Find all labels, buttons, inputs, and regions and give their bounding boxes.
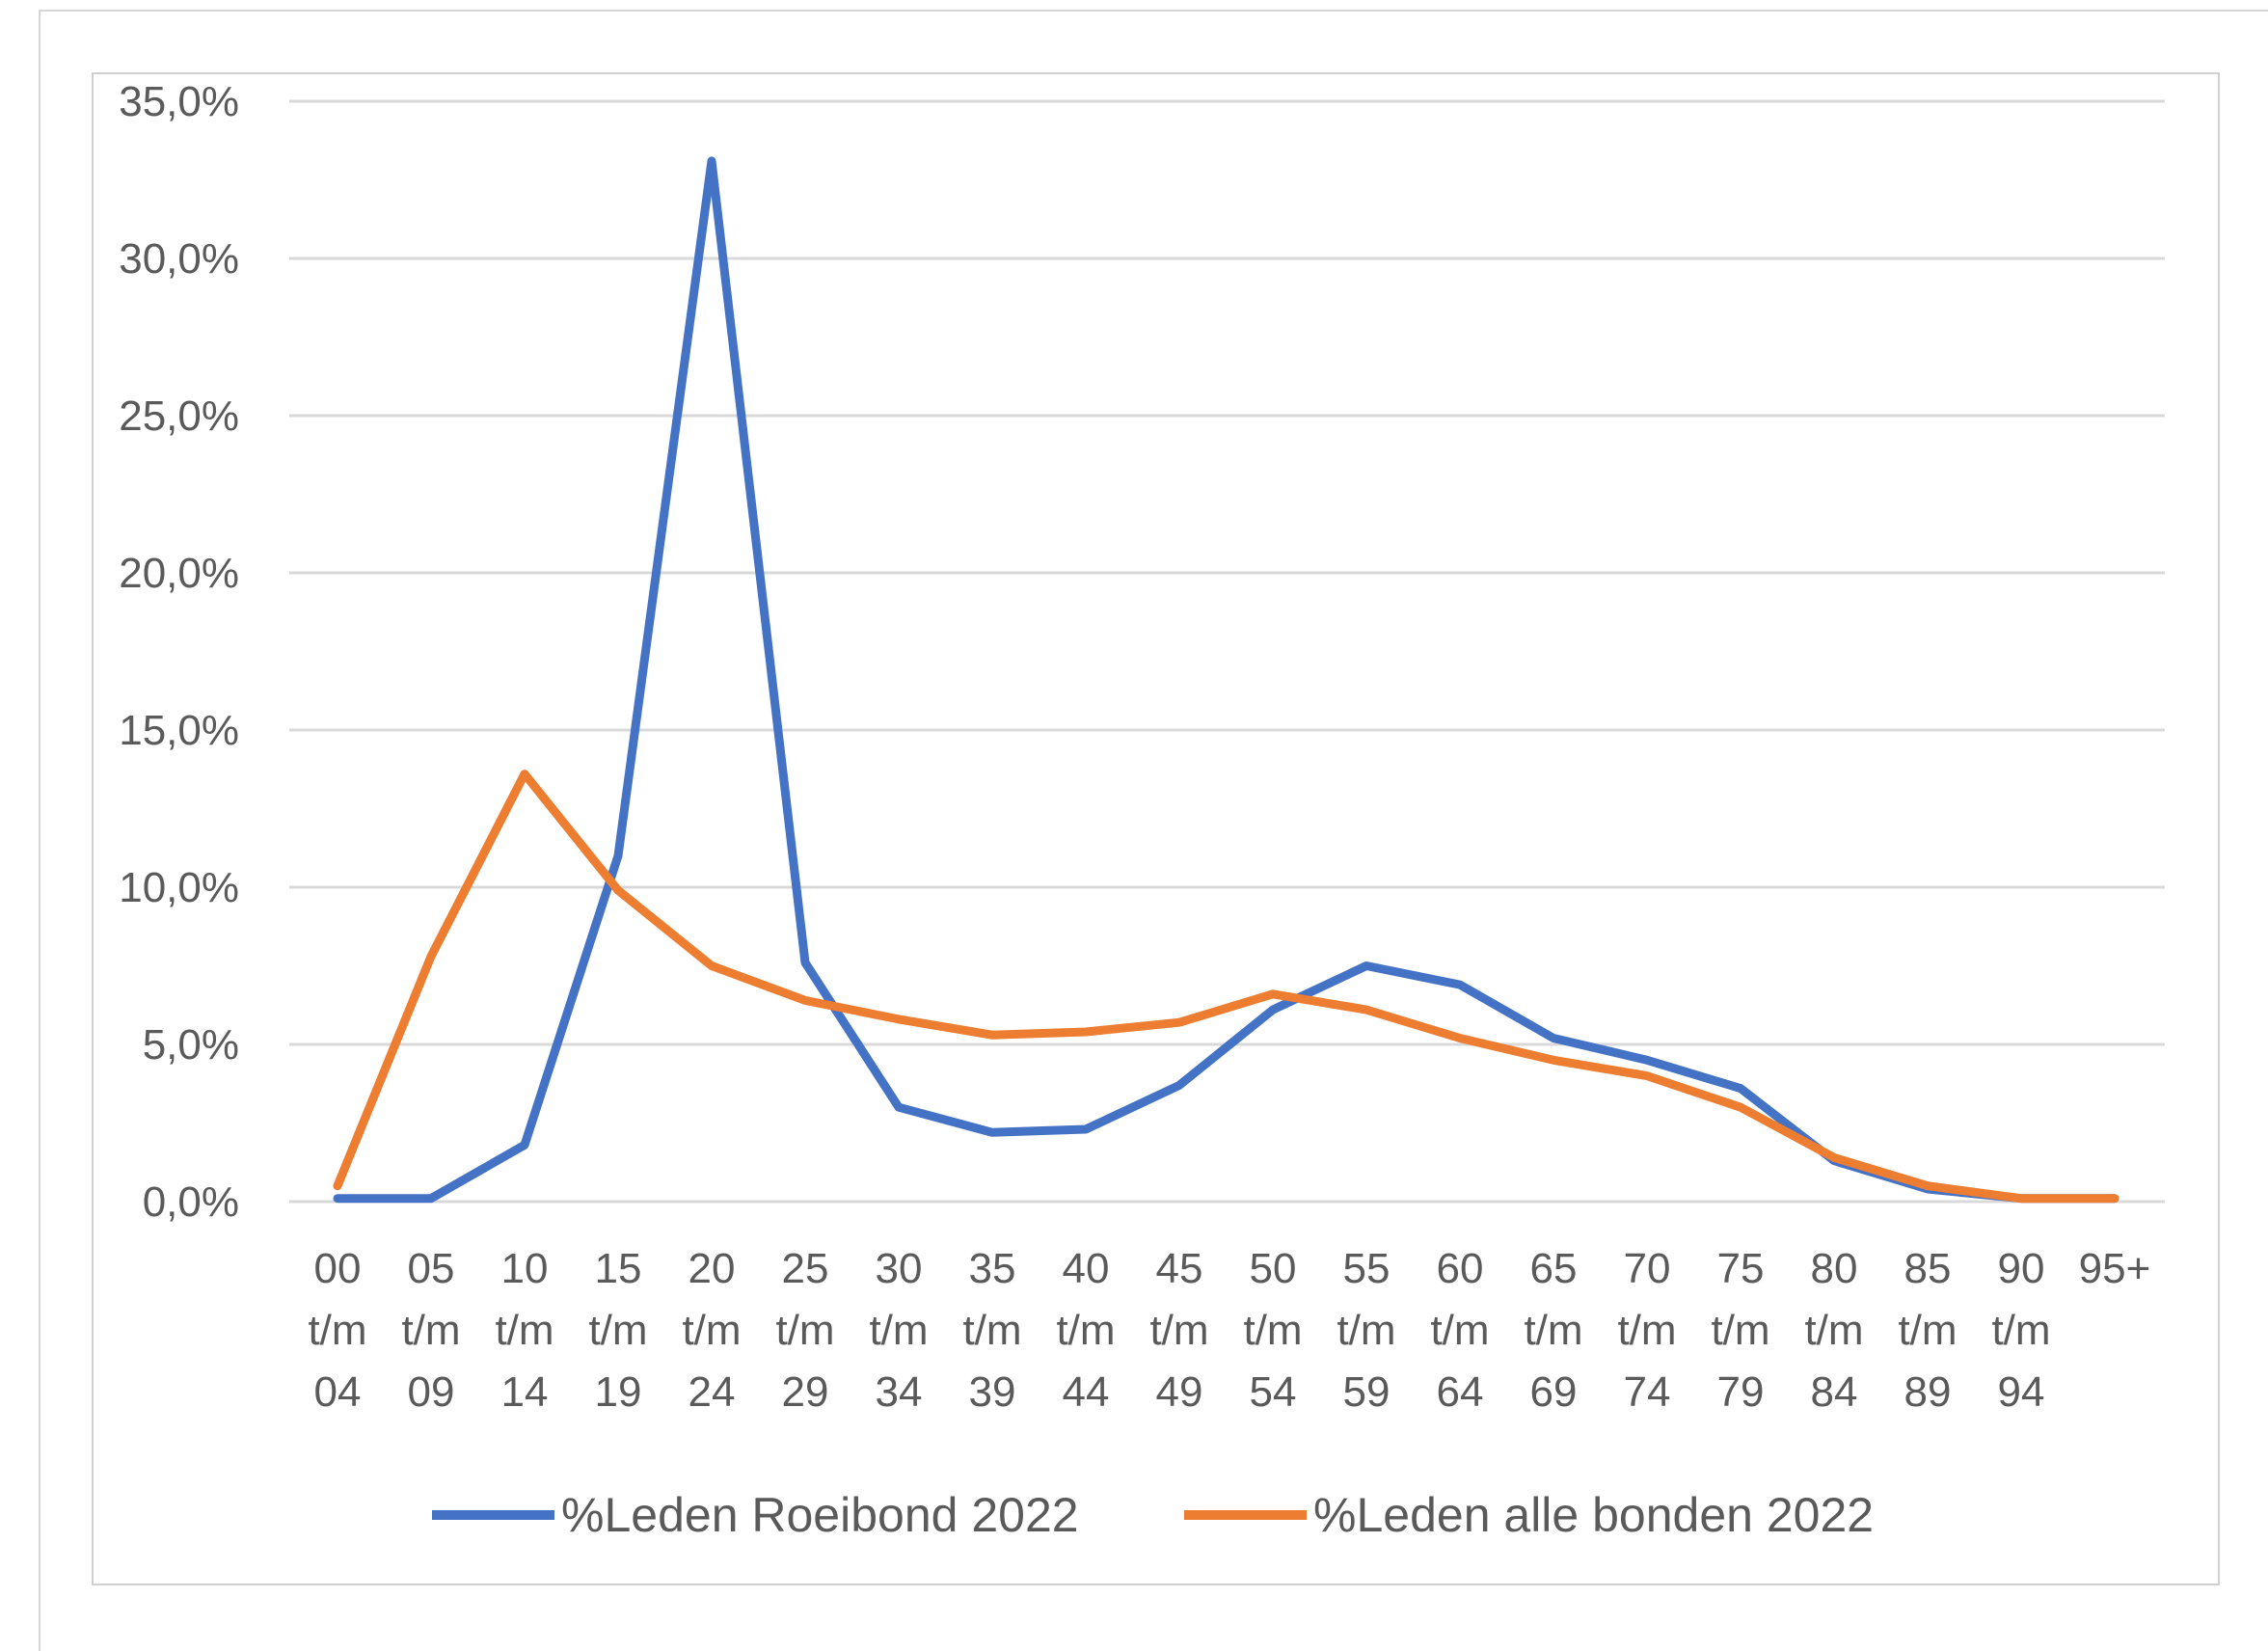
x-tick-label: 50 (1250, 1245, 1297, 1292)
x-tick-label: 39 (969, 1368, 1016, 1416)
x-tick-label: t/m (775, 1307, 834, 1354)
x-tick-label: t/m (869, 1307, 928, 1354)
y-tick-label: 20,0% (119, 550, 239, 597)
x-tick-label: t/m (1804, 1307, 1863, 1354)
y-tick-label: 30,0% (119, 235, 239, 283)
legend-label-1: %Leden Roeibond 2022 (561, 1488, 1079, 1542)
x-tick-label: 29 (782, 1368, 829, 1416)
y-tick-label: 0,0% (143, 1178, 239, 1226)
x-tick-label: t/m (1524, 1307, 1582, 1354)
x-tick-label: 80 (1811, 1245, 1858, 1292)
x-tick-label: t/m (1711, 1307, 1769, 1354)
x-tick-label: 90 (1998, 1245, 2045, 1292)
x-tick-label: 95+ (2079, 1245, 2151, 1292)
x-tick-label: 24 (688, 1368, 736, 1416)
x-tick-label: t/m (1430, 1307, 1489, 1354)
x-tick-label: 49 (1156, 1368, 1203, 1416)
x-tick-label: 30 (876, 1245, 923, 1292)
y-axis-ticks: 0,0% 5,0% 10,0% 15,0% 20,0% 25,0% 30,0% 35,0% (119, 78, 239, 1226)
x-tick-label: t/m (1056, 1307, 1115, 1354)
x-tick-label: t/m (1617, 1307, 1676, 1354)
x-tick-label: 14 (501, 1368, 549, 1416)
x-tick-label: t/m (1243, 1307, 1302, 1354)
x-tick-label: t/m (1336, 1307, 1395, 1354)
x-tick-label: 35 (969, 1245, 1016, 1292)
y-tick-label: 5,0% (143, 1021, 239, 1069)
series-lines (338, 161, 2115, 1199)
x-tick-label: 60 (1437, 1245, 1484, 1292)
x-tick-label: 69 (1530, 1368, 1578, 1416)
legend-label-2: %Leden alle bonden 2022 (1313, 1488, 1874, 1542)
x-tick-label: 74 (1624, 1368, 1671, 1416)
x-axis-ticks: 00 t/m 04 05 t/m 09 10 t/m 14 15 t/m 19 20 t/m 24 25 t/m… (308, 1245, 2150, 1416)
gridlines (289, 101, 2165, 1202)
x-tick-label: 20 (688, 1245, 736, 1292)
x-tick-label: 19 (595, 1368, 642, 1416)
x-tick-label: 25 (782, 1245, 829, 1292)
x-tick-label: t/m (682, 1307, 741, 1354)
x-tick-label: 84 (1811, 1368, 1858, 1416)
x-tick-label: 45 (1156, 1245, 1203, 1292)
x-tick-label: 89 (1904, 1368, 1952, 1416)
x-tick-label: t/m (308, 1307, 366, 1354)
x-tick-label: 64 (1437, 1368, 1484, 1416)
x-tick-label: 65 (1530, 1245, 1578, 1292)
x-tick-label: 59 (1343, 1368, 1390, 1416)
x-tick-label: 75 (1717, 1245, 1765, 1292)
series-line-1 (338, 161, 2115, 1199)
x-tick-label: 79 (1717, 1368, 1765, 1416)
y-tick-label: 35,0% (119, 78, 239, 125)
x-tick-label: t/m (495, 1307, 554, 1354)
x-tick-label: 94 (1998, 1368, 2045, 1416)
x-tick-label: 10 (501, 1245, 549, 1292)
x-tick-label: 44 (1063, 1368, 1110, 1416)
x-tick-label: 55 (1343, 1245, 1390, 1292)
x-tick-label: 40 (1063, 1245, 1110, 1292)
x-tick-label: 70 (1624, 1245, 1671, 1292)
x-tick-label: t/m (588, 1307, 647, 1354)
x-tick-label: 85 (1904, 1245, 1952, 1292)
x-tick-label: 05 (408, 1245, 455, 1292)
x-tick-label: 04 (314, 1368, 362, 1416)
series-line-2 (338, 774, 2115, 1199)
x-tick-label: t/m (401, 1307, 460, 1354)
x-tick-label: t/m (1898, 1307, 1957, 1354)
x-tick-label: t/m (962, 1307, 1021, 1354)
legend: %Leden Roeibond 2022 %Leden alle bonden 2… (432, 1488, 1874, 1542)
x-tick-label: 09 (408, 1368, 455, 1416)
x-tick-label: 00 (314, 1245, 362, 1292)
y-tick-label: 25,0% (119, 392, 239, 440)
x-tick-label: t/m (1149, 1307, 1208, 1354)
x-tick-label: 54 (1250, 1368, 1297, 1416)
x-tick-label: t/m (1991, 1307, 2050, 1354)
y-tick-label: 15,0% (119, 707, 239, 754)
x-tick-label: 34 (876, 1368, 923, 1416)
x-tick-label: 15 (595, 1245, 642, 1292)
y-tick-label: 10,0% (119, 864, 239, 911)
